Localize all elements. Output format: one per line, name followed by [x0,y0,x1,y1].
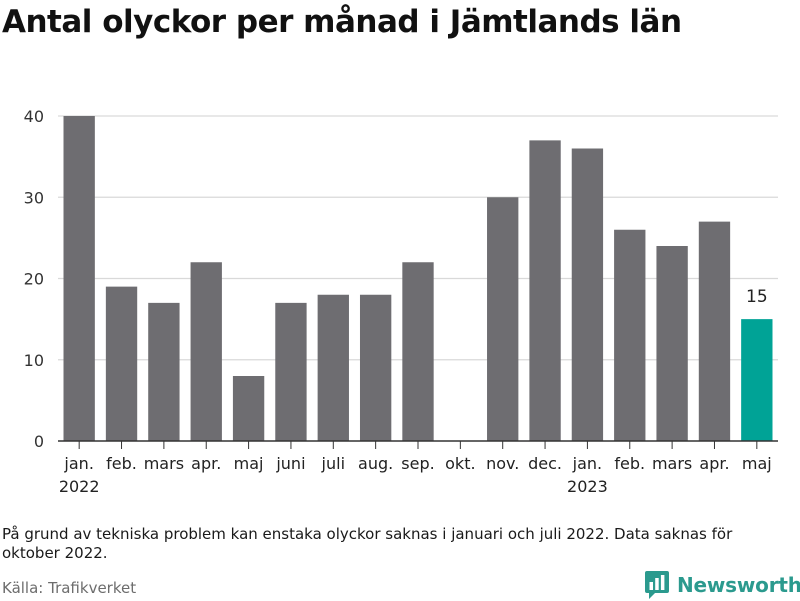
x-year-label: 2022 [59,477,100,496]
y-tick-label: 10 [24,351,44,370]
x-tick-label: dec. [528,454,562,473]
bar [148,302,180,441]
x-tick-label: nov. [486,454,519,473]
bar [656,246,688,441]
footnote: På grund av tekniska problem kan enstaka… [2,525,733,562]
bar [317,294,349,441]
bar [402,262,434,441]
brand-name: Newsworthy [677,573,800,597]
bar [614,229,646,441]
bar [741,319,773,441]
bar [105,286,138,441]
bar-annotations: 15 [746,287,768,307]
x-tick-label: maj [742,454,772,473]
x-tick-label: okt. [445,454,475,473]
x-tick-label: maj [234,454,264,473]
x-axis [58,440,778,449]
bar-series [63,116,773,441]
y-tick-label: 40 [24,107,44,126]
x-tick-label: juli [321,454,345,473]
x-tick-label: mars [144,454,184,473]
bar [275,302,307,441]
x-tick-label: feb. [614,454,645,473]
bar [232,376,265,441]
x-tick-label: mars [652,454,692,473]
brand-logo[interactable]: Newsworthy [644,569,800,601]
y-tick-label: 20 [24,270,44,289]
bar [571,148,604,441]
x-tick-label: sep. [401,454,434,473]
bar [698,221,731,441]
bar [190,262,222,441]
source-text: Källa: Trafikverket [2,579,137,597]
bar [529,140,561,441]
bar [359,294,392,441]
y-tick-label: 0 [34,432,44,451]
x-tick-label: juni [275,454,305,473]
x-tick-label: apr. [191,454,221,473]
x-tick-label: apr. [699,454,729,473]
x-tick-label: jan. [63,454,93,473]
x-tick-label: feb. [106,454,137,473]
y-axis-tick-labels: 0 10 20 30 40 [24,107,44,451]
x-year-label: 2023 [567,477,608,496]
y-tick-label: 30 [24,188,44,207]
data-label: 15 [746,287,768,307]
newsworthy-logo-icon [645,571,669,599]
x-tick-label: aug. [358,454,393,473]
chart-title: Antal olyckor per månad i Jämtlands län [2,4,682,40]
bar [63,116,95,441]
x-tick-label: jan. [572,454,602,473]
bar [487,197,519,441]
